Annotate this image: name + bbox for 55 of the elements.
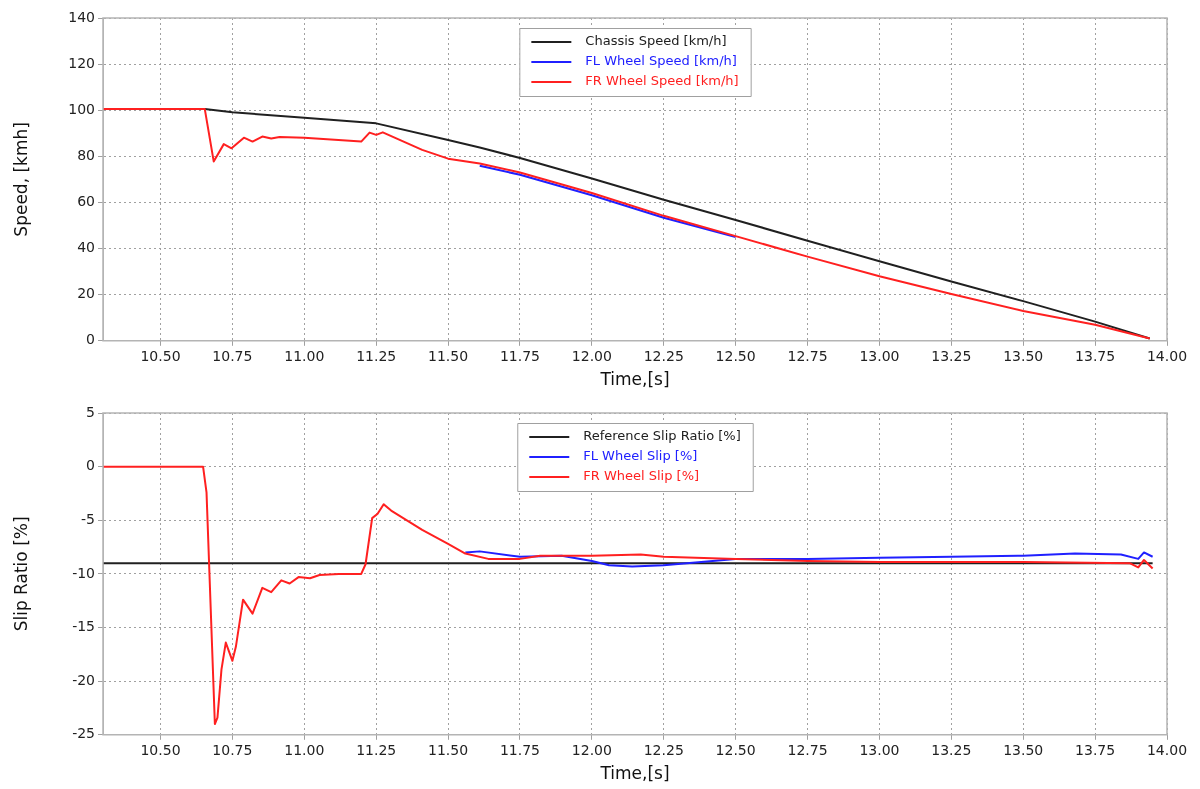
x-tick-label: 12.25 bbox=[643, 741, 684, 758]
y-tick-label: -20 bbox=[72, 671, 95, 688]
legend-label: FL Wheel Speed [km/h] bbox=[585, 53, 737, 69]
x-tick-label: 13.00 bbox=[859, 347, 900, 364]
y-tick-label: 20 bbox=[77, 285, 95, 302]
x-tick-label: 13.50 bbox=[1003, 347, 1044, 364]
x-tick-label: 10.50 bbox=[140, 741, 181, 758]
y-tick-label: -15 bbox=[72, 618, 95, 635]
x-tick-label: 12.75 bbox=[787, 741, 828, 758]
legend-label: Chassis Speed [km/h] bbox=[585, 33, 727, 49]
x-tick-label: 12.00 bbox=[571, 347, 612, 364]
x-tick-label: 11.00 bbox=[284, 347, 325, 364]
y-tick-label: -10 bbox=[72, 564, 95, 581]
y-tick-label: 0 bbox=[86, 457, 95, 474]
y-tick-label: 0 bbox=[86, 331, 95, 348]
x-tick-label: 11.75 bbox=[499, 347, 541, 364]
x-tick-label: 13.25 bbox=[931, 741, 972, 758]
x-tick-label: 13.75 bbox=[1075, 741, 1116, 758]
y-tick-label: 5 bbox=[86, 403, 95, 420]
x-tick-label: 12.50 bbox=[715, 347, 756, 364]
y-tick-label: 140 bbox=[68, 8, 95, 25]
y-tick-label: -5 bbox=[81, 510, 95, 527]
y-axis-title: Speed, [kmh] bbox=[10, 122, 31, 237]
x-tick-label: 11.25 bbox=[356, 347, 397, 364]
x-tick-label: 10.50 bbox=[140, 347, 181, 364]
x-tick-label: 12.50 bbox=[715, 741, 756, 758]
y-tick-label: 120 bbox=[68, 54, 95, 71]
legend-label: FR Wheel Slip [%] bbox=[583, 468, 700, 484]
y-tick-label: 80 bbox=[77, 146, 95, 163]
x-tick-label: 11.50 bbox=[428, 347, 469, 364]
x-axis-title: Time,[s] bbox=[599, 763, 670, 784]
y-tick-label: 100 bbox=[68, 100, 95, 117]
x-tick-label: 11.50 bbox=[428, 741, 469, 758]
legend-label: FL Wheel Slip [%] bbox=[583, 448, 698, 464]
y-tick-label: 60 bbox=[77, 193, 95, 210]
x-tick-label: 11.00 bbox=[284, 741, 325, 758]
x-tick-label: 11.25 bbox=[356, 741, 397, 758]
legend-label: FR Wheel Speed [km/h] bbox=[585, 73, 739, 89]
x-tick-label: 10.75 bbox=[212, 347, 253, 364]
x-tick-label: 12.25 bbox=[643, 347, 684, 364]
legend-label: Reference Slip Ratio [%] bbox=[583, 428, 741, 444]
x-tick-label: 12.00 bbox=[571, 741, 612, 758]
x-tick-label: 13.75 bbox=[1075, 347, 1116, 364]
x-tick-label: 10.75 bbox=[212, 741, 253, 758]
x-axis-title: Time,[s] bbox=[599, 369, 670, 390]
x-tick-label: 14.00 bbox=[1146, 347, 1188, 364]
x-tick-label: 13.00 bbox=[859, 741, 900, 758]
y-tick-label: 40 bbox=[77, 239, 95, 256]
x-tick-label: 13.50 bbox=[1003, 741, 1044, 758]
y-tick-label: -25 bbox=[72, 725, 95, 742]
x-tick-label: 14.00 bbox=[1146, 741, 1188, 758]
x-tick-label: 13.25 bbox=[931, 347, 972, 364]
x-tick-label: 11.75 bbox=[499, 741, 541, 758]
y-axis-title: Slip Ratio [%] bbox=[10, 516, 31, 632]
x-tick-label: 12.75 bbox=[787, 347, 828, 364]
